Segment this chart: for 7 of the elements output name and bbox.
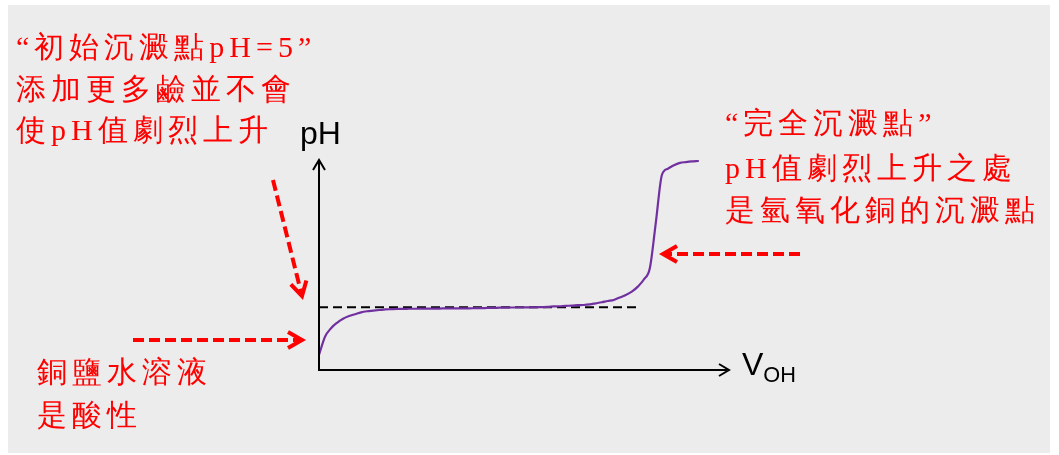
text: pH值劇烈上升之處是氫氧化銅的沉澱點 xyxy=(725,150,1041,228)
text: 添加更多鹼並不會使pH值劇烈上升 xyxy=(16,71,296,146)
y-axis-title: pH xyxy=(300,115,341,151)
text: “完全沉澱點” xyxy=(725,105,937,141)
x-axis-title: V$_{OH}$ xyxy=(742,346,796,387)
text: 銅鹽水溶液是酸性 xyxy=(37,354,213,433)
text: “初始沉澱點pH=5” xyxy=(16,29,317,65)
